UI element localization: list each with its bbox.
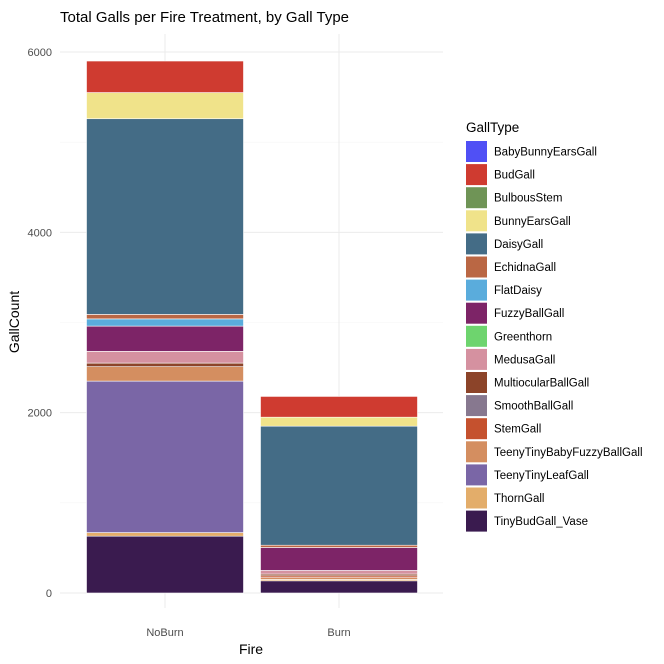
- y-tick-label: 2000: [28, 408, 52, 420]
- legend-label: TeenyTinyBabyFuzzyBallGall: [494, 447, 643, 459]
- legend-swatch: [466, 487, 487, 509]
- legend-label: DaisyGall: [494, 239, 543, 251]
- legend-swatch: [466, 256, 487, 278]
- legend-swatch: [466, 325, 487, 347]
- legend: GallType BabyBunnyEarsGall BudGall Bulbous…: [466, 120, 643, 532]
- legend-item: TeenyTinyLeafGall: [466, 464, 589, 486]
- bar-segment-budgall-burn: [260, 396, 418, 418]
- chart-title: Total Galls per Fire Treatment, by Gall …: [60, 9, 349, 26]
- bar-segment-echidnagall-noburn: [86, 314, 244, 320]
- bar-segment-budgall-noburn: [86, 60, 244, 93]
- y-tick-label: 6000: [28, 47, 52, 59]
- legend-label: BulbousStem: [494, 193, 562, 205]
- legend-item: MedusaGall: [466, 348, 555, 370]
- bar-segment-daisygall-burn: [260, 425, 418, 546]
- legend-label: StemGall: [494, 424, 541, 436]
- legend-label: SmoothBallGall: [494, 401, 573, 413]
- legend-label: EchidnaGall: [494, 262, 556, 274]
- bar-segment-multiocularballgall-noburn: [86, 362, 244, 367]
- bar-segment-flatdaisy-noburn: [86, 318, 244, 327]
- bar-segment-thorngall-noburn: [86, 532, 244, 537]
- legend-swatch: [466, 233, 487, 255]
- y-axis-ticks: 0 2000 4000 6000: [28, 47, 52, 600]
- legend-label: BunnyEarsGall: [494, 216, 571, 228]
- legend-swatch: [466, 302, 487, 324]
- legend-label: MedusaGall: [494, 354, 555, 366]
- legend-label: TinyBudGall_Vase: [494, 516, 588, 528]
- x-tick-label: Burn: [327, 627, 350, 639]
- legend-label: MultiocularBallGall: [494, 378, 589, 390]
- x-tick-label: NoBurn: [146, 627, 183, 639]
- legend-item: BabyBunnyEarsGall: [466, 141, 597, 162]
- bar-segment-tinybudgall-vase-noburn: [86, 535, 244, 594]
- legend-item: MultiocularBallGall: [466, 372, 589, 393]
- bar-segment-medusagall-noburn: [86, 351, 244, 364]
- legend-item: BunnyEarsGall: [466, 210, 571, 232]
- bar-segment-fuzzyballgall-burn: [260, 547, 418, 571]
- legend-swatch: [466, 279, 487, 301]
- legend-item: SmoothBallGall: [466, 395, 573, 417]
- x-axis-ticks: NoBurn Burn: [146, 627, 350, 639]
- legend-title: GallType: [466, 120, 519, 135]
- bar-segment-bunnyearsgall-noburn: [86, 92, 244, 120]
- legend-swatch: [466, 510, 487, 532]
- legend-label: BabyBunnyEarsGall: [494, 147, 597, 159]
- legend-swatch: [466, 210, 487, 232]
- legend-item: DaisyGall: [466, 233, 543, 255]
- bar-segment-tinybudgall-vase-burn: [260, 580, 418, 594]
- legend-label: BudGall: [494, 170, 535, 182]
- bar-segment-bunnyearsgall-burn: [260, 416, 418, 427]
- legend-item: ThornGall: [466, 487, 545, 509]
- bar-segment-teenytinybabyfuzzyballgall-noburn: [86, 366, 244, 382]
- legend-swatch: [466, 164, 487, 186]
- x-axis-title: Fire: [239, 641, 263, 657]
- legend-item: FlatDaisy: [466, 279, 542, 301]
- legend-item: Greenthorn: [466, 325, 552, 347]
- legend-item: BudGall: [466, 164, 535, 186]
- legend-label: FlatDaisy: [494, 285, 542, 297]
- legend-swatch: [466, 348, 487, 370]
- bar-segment-daisygall-noburn: [86, 118, 244, 315]
- y-tick-label: 4000: [28, 227, 52, 239]
- y-axis-title: GallCount: [6, 291, 22, 353]
- bar-segment-echidnagall-burn: [260, 544, 418, 548]
- legend-swatch: [466, 187, 487, 209]
- legend-swatch: [466, 418, 487, 440]
- legend-label: ThornGall: [494, 493, 545, 505]
- legend-label: Greenthorn: [494, 331, 552, 343]
- bar-segment-teenytinyleafgall-noburn: [86, 380, 244, 533]
- y-tick-label: 0: [46, 588, 52, 600]
- legend-item: TeenyTinyBabyFuzzyBallGall: [466, 441, 643, 463]
- bar-segment-fuzzyballgall-noburn: [86, 325, 244, 352]
- legend-swatch: [466, 141, 487, 162]
- legend-item: EchidnaGall: [466, 256, 556, 278]
- legend-swatch: [466, 441, 487, 463]
- legend-items: BabyBunnyEarsGall BudGall BulbousStem Bunny…: [466, 141, 643, 532]
- legend-swatch: [466, 395, 487, 417]
- legend-label: FuzzyBallGall: [494, 308, 564, 320]
- legend-label: TeenyTinyLeafGall: [494, 470, 589, 482]
- bars: [86, 60, 418, 594]
- legend-item: TinyBudGall_Vase: [466, 510, 588, 532]
- legend-item: StemGall: [466, 418, 541, 440]
- legend-item: BulbousStem: [466, 187, 562, 209]
- legend-swatch: [466, 464, 487, 486]
- legend-item: FuzzyBallGall: [466, 302, 564, 324]
- legend-swatch: [466, 372, 487, 393]
- bar-segment-medusagall-burn: [260, 570, 418, 575]
